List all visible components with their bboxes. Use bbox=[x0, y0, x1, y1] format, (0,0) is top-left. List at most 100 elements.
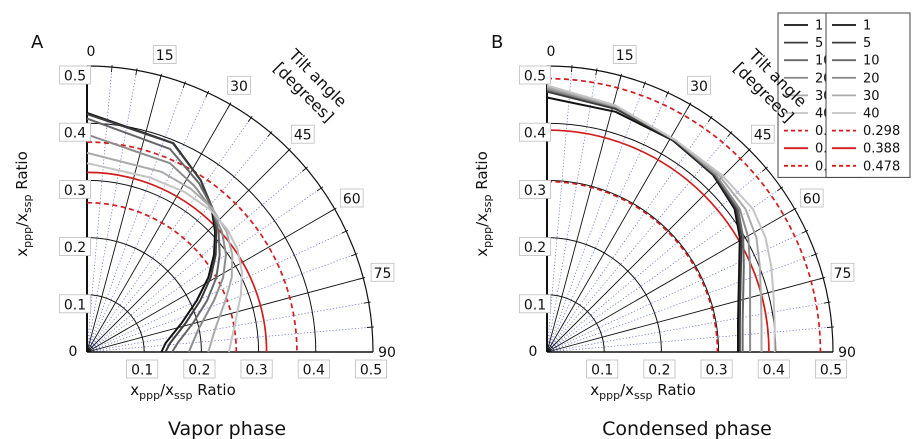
x-tick-label-box bbox=[126, 359, 159, 379]
x-axis-title: xppp/xssp Ratio bbox=[590, 381, 696, 402]
polar-panel-a: 00.1 0.2 0.3 0.4 0.50.10.20.30.40.50 15304560… bbox=[13, 12, 863, 439]
y-tick-label-box bbox=[519, 122, 552, 142]
x-tick-label: 0.3 bbox=[705, 363, 727, 379]
arc-tick bbox=[285, 148, 291, 154]
x-tick-label: 0.5 bbox=[820, 363, 842, 379]
radial-arc bbox=[546, 237, 662, 353]
arc-tick bbox=[707, 115, 713, 123]
y-tick-label-box bbox=[59, 179, 92, 199]
y-tick-label: 0.5 bbox=[524, 69, 546, 85]
angle-tick-label-box bbox=[152, 45, 177, 64]
x-tick-label-box bbox=[700, 359, 733, 379]
minor-spoke bbox=[86, 132, 272, 353]
legend-label: 30 bbox=[863, 89, 880, 104]
tilt-series-40 bbox=[86, 162, 243, 353]
arc-tick bbox=[363, 301, 371, 304]
y-axis-title: xppp/xssp Ratio bbox=[13, 151, 34, 257]
angle-tick-label: 0 bbox=[87, 44, 96, 60]
minor-spoke bbox=[546, 167, 767, 353]
x-tick-label-box bbox=[586, 359, 619, 379]
arc-tick bbox=[330, 207, 337, 212]
x-tick-label: 0.4 bbox=[303, 363, 325, 379]
legend-label: 5 bbox=[815, 36, 823, 51]
y-tick-label: 0.1 bbox=[64, 297, 86, 313]
arc-tick bbox=[182, 81, 186, 89]
arc-tick bbox=[595, 68, 598, 76]
major-spoke bbox=[546, 149, 750, 353]
y-axis-title-sub1: ppp bbox=[21, 227, 34, 248]
arc-tick bbox=[571, 65, 573, 73]
y-axis-title-tail: Ratio bbox=[13, 151, 31, 194]
angle-tick-label: 30 bbox=[230, 79, 248, 95]
y-tick-label: 0.3 bbox=[64, 183, 86, 199]
circle-series-0.388 bbox=[546, 129, 770, 353]
angle-tick-label: 30 bbox=[690, 79, 708, 95]
y-tick-label: 0.4 bbox=[524, 126, 546, 142]
angle-tick-label: 45 bbox=[754, 128, 772, 144]
arc-tick bbox=[727, 131, 733, 138]
y-tick-label: 0.1 bbox=[524, 297, 546, 313]
arc-tick bbox=[826, 326, 834, 328]
x-axis-title-tail: Ratio bbox=[652, 381, 695, 399]
y-tick-label-box bbox=[519, 179, 552, 199]
radial-arc bbox=[546, 179, 720, 353]
radial-arc bbox=[546, 294, 605, 353]
x-axis-title-mid: /x bbox=[620, 381, 634, 399]
legend: 1 5 10 20 30 40 0.298 0.388 0.478 bbox=[825, 12, 911, 178]
major-spoke bbox=[86, 208, 335, 353]
arc-tick bbox=[341, 229, 349, 234]
y-tick-label: 0.3 bbox=[524, 183, 546, 199]
tilt-series-5 bbox=[86, 113, 218, 353]
legend-label: 0.478 bbox=[863, 159, 900, 174]
legend-label: 1 bbox=[815, 19, 823, 34]
arc-tick bbox=[247, 115, 253, 123]
circle-series-0.367 bbox=[86, 141, 298, 353]
x-tick-0: 0 bbox=[529, 344, 538, 360]
major-spoke bbox=[546, 277, 824, 353]
arc-tick bbox=[358, 277, 366, 280]
y-axis-title-mid: /x bbox=[13, 213, 31, 227]
angle-tick-label: 90 bbox=[378, 345, 396, 361]
arc-tick bbox=[267, 131, 273, 138]
circle-series-0.478 bbox=[546, 77, 822, 353]
x-tick-label-box bbox=[757, 359, 790, 379]
arc-tick bbox=[776, 186, 784, 192]
legend-label: 10 bbox=[863, 54, 880, 69]
legend-label: 5 bbox=[863, 36, 871, 51]
angle-tick-label: 0 bbox=[547, 44, 556, 60]
x-tick-label: 0.5 bbox=[360, 363, 382, 379]
angle-tick-label: 15 bbox=[156, 48, 174, 64]
panel-caption: Vapor phase bbox=[168, 418, 286, 439]
radial-arc bbox=[86, 179, 260, 353]
x-tick-label-box bbox=[354, 359, 387, 379]
arc-tick bbox=[810, 253, 818, 257]
major-spoke bbox=[86, 104, 231, 353]
major-spoke bbox=[546, 75, 622, 353]
y-axis-title: xppp/xssp Ratio bbox=[473, 151, 494, 257]
angle-tick-label-box bbox=[339, 188, 364, 208]
major-spoke bbox=[86, 277, 364, 353]
arc-tick bbox=[801, 229, 809, 234]
arc-tick bbox=[350, 253, 358, 257]
minor-spoke bbox=[86, 187, 322, 353]
angle-tick-label: 60 bbox=[343, 192, 361, 208]
angle-tick-label-box bbox=[750, 124, 775, 144]
angle-tick-label-box bbox=[227, 75, 251, 95]
panel-label: B bbox=[491, 32, 503, 53]
x-axis-title: xppp/xssp Ratio bbox=[130, 381, 236, 402]
angle-tick-label: 90 bbox=[838, 345, 856, 361]
arc-tick bbox=[687, 102, 692, 109]
y-tick-label: 0.2 bbox=[64, 240, 86, 256]
y-tick-label-box bbox=[59, 122, 92, 142]
legend-label: 20 bbox=[863, 71, 880, 86]
x-tick-label: 0.3 bbox=[245, 363, 267, 379]
tilt-series-20 bbox=[86, 133, 227, 353]
y-axis-title-sub2: ssp bbox=[481, 195, 494, 213]
minor-spoke bbox=[546, 326, 832, 353]
arc-tick bbox=[823, 301, 831, 304]
y-axis-title-main: x bbox=[473, 248, 491, 257]
major-spoke bbox=[546, 104, 691, 353]
arc-tick bbox=[790, 207, 797, 212]
x-axis-title-sub1: ppp bbox=[599, 389, 620, 402]
